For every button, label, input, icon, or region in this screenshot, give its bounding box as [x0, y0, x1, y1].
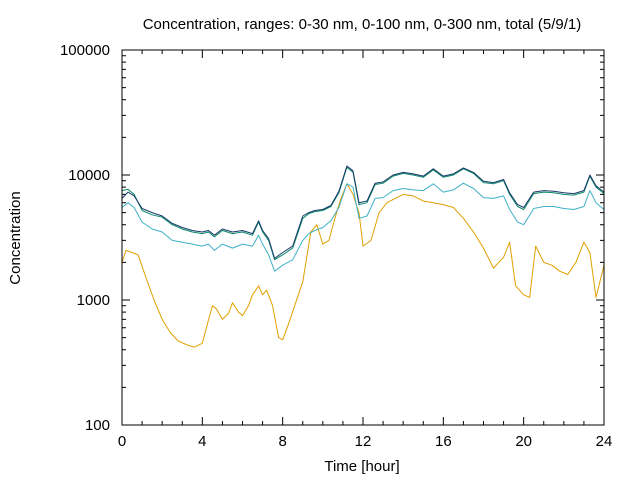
- tick-group: 0 4 8 12 16 20 24 100 1000 10000 100000: [60, 42, 612, 450]
- series-line-3: [121, 166, 605, 261]
- y-tick-label: 100000: [60, 42, 110, 59]
- x-tick-label: 12: [355, 433, 372, 450]
- x-tick-label: 8: [278, 433, 286, 450]
- x-axis-label: Time [hour]: [324, 458, 399, 475]
- y-tick-label: 1000: [77, 292, 110, 309]
- x-tick-label: 20: [515, 433, 532, 450]
- x-tick-label: 0: [118, 433, 126, 450]
- y-axis-label: Concentration: [7, 191, 24, 284]
- x-tick-label: 4: [198, 433, 206, 450]
- x-tick-label: 16: [435, 433, 452, 450]
- series-line-4: [121, 165, 605, 259]
- series-group: [121, 165, 605, 348]
- y-tick-label: 100: [85, 417, 110, 434]
- x-tick-label: 24: [596, 433, 613, 450]
- series-line-2: [121, 182, 605, 272]
- series-line-1: [121, 183, 605, 348]
- y-tick-label: 10000: [68, 167, 110, 184]
- chart-title: Concentration, ranges: 0-30 nm, 0-100 nm…: [143, 16, 582, 33]
- plot-frame: [121, 49, 605, 426]
